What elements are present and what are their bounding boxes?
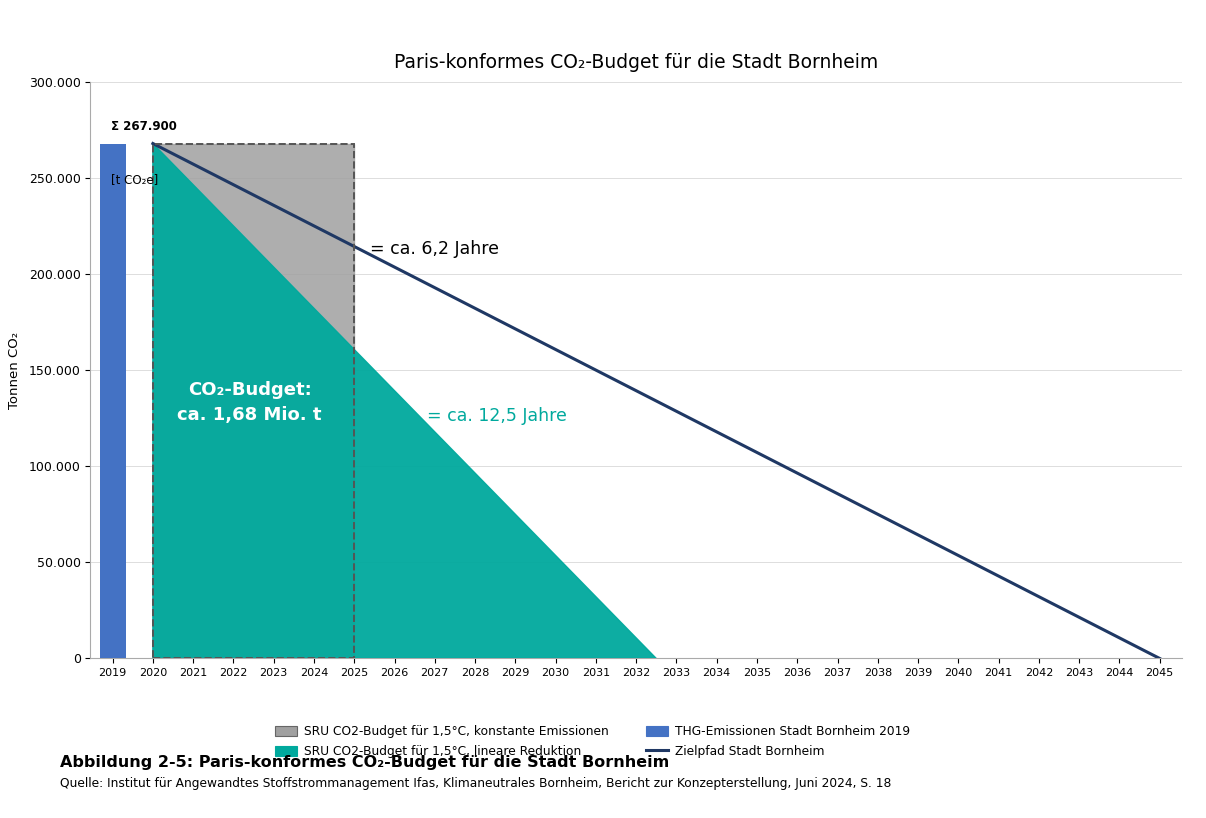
Y-axis label: Tonnen CO₂: Tonnen CO₂ <box>7 331 21 409</box>
Legend: SRU CO2-Budget für 1,5°C, konstante Emissionen, SRU CO2-Budget für 1,5°C, linear: SRU CO2-Budget für 1,5°C, konstante Emis… <box>275 725 911 757</box>
Polygon shape <box>153 143 656 658</box>
Text: Σ 267.900: Σ 267.900 <box>111 120 176 133</box>
Polygon shape <box>153 143 355 658</box>
Title: Paris-konformes CO₂-Budget für die Stadt Bornheim: Paris-konformes CO₂-Budget für die Stadt… <box>394 53 878 72</box>
Text: = ca. 12,5 Jahre: = ca. 12,5 Jahre <box>427 407 567 425</box>
Text: [t CO₂e]: [t CO₂e] <box>111 173 158 186</box>
Text: Quelle: Institut für Angewandtes Stoffstrommanagement Ifas, Klimaneutrales Bornh: Quelle: Institut für Angewandtes Stoffst… <box>60 777 891 790</box>
Bar <box>153 143 355 658</box>
Text: CO₂-Budget:
ca. 1,68 Mio. t: CO₂-Budget: ca. 1,68 Mio. t <box>177 381 322 425</box>
Text: = ca. 6,2 Jahre: = ca. 6,2 Jahre <box>370 240 499 258</box>
Bar <box>100 143 125 658</box>
Text: Abbildung 2-5: Paris-konformes CO₂-Budget für die Stadt Bornheim: Abbildung 2-5: Paris-konformes CO₂-Budge… <box>60 755 669 771</box>
